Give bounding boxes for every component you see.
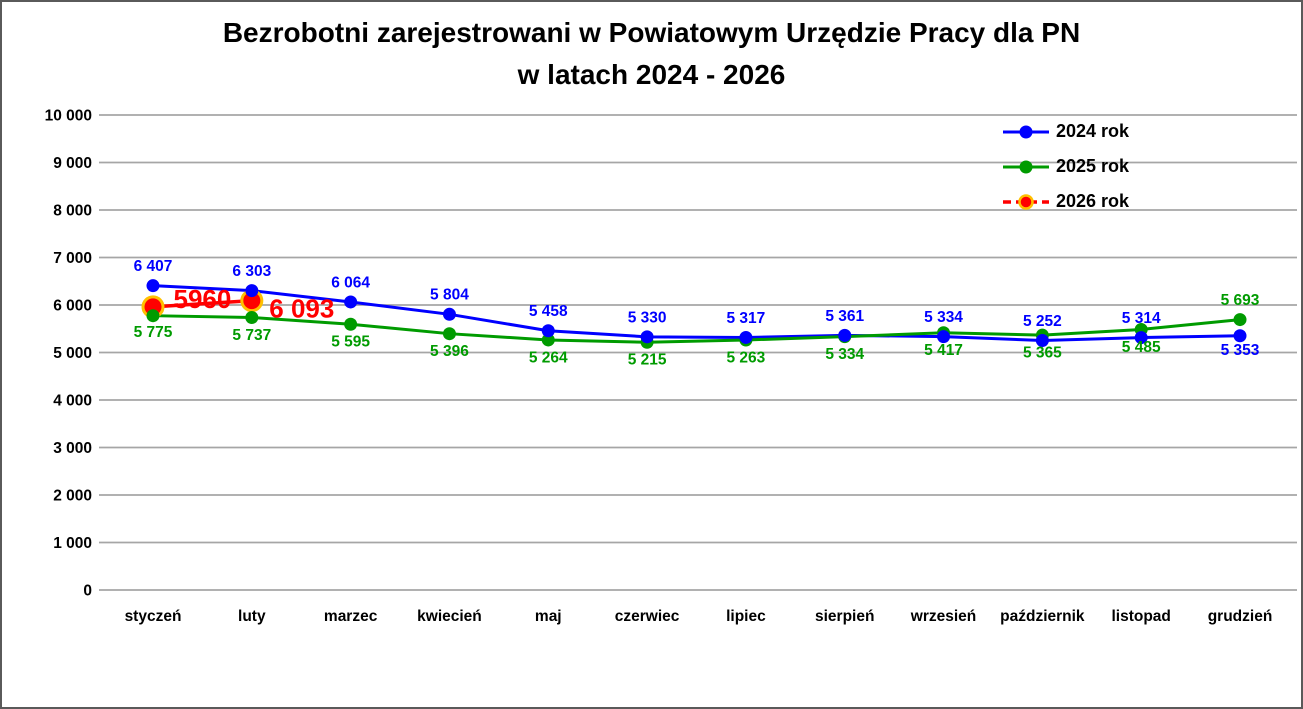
series-2024-marker	[640, 330, 654, 344]
series-2024-data-label: 5 353	[1221, 342, 1260, 359]
y-axis-tick-label: 0	[83, 583, 92, 600]
x-axis-tick-label: październik	[1000, 608, 1085, 625]
x-axis-tick-label: maj	[535, 608, 562, 625]
series-2024-data-label: 5 252	[1023, 313, 1062, 330]
series-2024-data-label: 5 330	[628, 309, 667, 326]
y-axis-tick-label: 8 000	[53, 203, 92, 220]
series-2026-line	[152, 298, 252, 309]
x-axis-tick-label: luty	[238, 608, 266, 625]
series-2025-marker	[344, 317, 358, 331]
x-axis-tick-label: lipiec	[726, 608, 766, 625]
y-axis-tick-label: 5 000	[53, 345, 92, 362]
series-2025-data-label: 5 264	[529, 349, 568, 366]
series-2025-line	[152, 314, 1241, 344]
series-2024-data-label: 5 334	[924, 309, 963, 326]
series-2024-data-label: 6 407	[134, 258, 173, 275]
series-2025-marker	[442, 327, 456, 341]
x-axis-tick-label: grudzień	[1208, 608, 1273, 625]
legend-item-2025: 2025 rok	[1003, 149, 1129, 184]
x-axis-tick-label: sierpień	[815, 608, 874, 625]
y-axis-tick-label: 3 000	[53, 440, 92, 457]
series-2024-data-label: 5 314	[1122, 310, 1161, 327]
chart-title-line2: w latach 2024 - 2026	[517, 59, 786, 90]
series-2025-data-label: 5 595	[331, 334, 370, 351]
series-2025-marker	[245, 310, 259, 324]
series-2024-data-label: 5 804	[430, 287, 469, 304]
series-2024-marker	[344, 295, 358, 309]
series-2026-data-label: 5960	[173, 284, 231, 314]
x-axis-tick-label: czerwiec	[615, 608, 680, 625]
x-axis-tick-label: marzec	[324, 608, 378, 625]
y-axis-tick-label: 10 000	[45, 108, 92, 125]
y-axis-tick-label: 9 000	[53, 155, 92, 172]
legend-label-2024: 2024 rok	[1056, 121, 1130, 141]
legend-marker-2026-icon	[1003, 193, 1049, 210]
series-2025-marker	[1233, 313, 1247, 327]
series-2024-marker	[146, 279, 160, 293]
y-axis-tick-label: 1 000	[53, 535, 92, 552]
series-2025-marker	[146, 309, 160, 323]
x-axis-tick-label: listopad	[1111, 608, 1170, 625]
legend-item-2026: 2026 rok	[1003, 184, 1129, 219]
series-2024-marker	[442, 307, 456, 321]
x-axis-tick-label: wrzesień	[910, 608, 976, 625]
series-2024-data-label: 6 303	[232, 263, 271, 280]
series-2025-data-label: 5 396	[430, 343, 469, 360]
series-2025-data-label: 5 775	[134, 324, 173, 341]
series-2025-marker	[541, 333, 555, 347]
legend-marker-2024-icon	[1003, 125, 1049, 138]
series-2024-marker	[937, 330, 951, 344]
y-axis-tick-label: 4 000	[53, 393, 92, 410]
y-axis-tick-label: 2 000	[53, 488, 92, 505]
y-axis-tick-label: 7 000	[53, 250, 92, 267]
series-2025-data-label: 5 693	[1221, 292, 1260, 309]
y-axis-tick-label: 6 000	[53, 298, 92, 315]
series-2024-marker	[541, 324, 555, 338]
series-2025-data-label: 5 417	[924, 342, 963, 359]
legend-marker-2025-icon	[1003, 160, 1049, 173]
chart-title: Bezrobotni zarejestrowani w Powiatowym U…	[2, 12, 1301, 96]
series-2024-marker	[1134, 331, 1148, 345]
legend-label-2026: 2026 rok	[1056, 191, 1130, 211]
series-2024-marker	[838, 328, 852, 342]
chart-title-line1: Bezrobotni zarejestrowani w Powiatowym U…	[222, 17, 1081, 48]
legend-label-2025: 2025 rok	[1056, 156, 1130, 176]
series-2024-marker	[1035, 334, 1049, 348]
series-2025-data-label: 5 215	[628, 352, 667, 369]
x-axis-tick-label: styczeń	[125, 608, 182, 625]
series-2024-marker	[1233, 329, 1247, 343]
series-2026-data-label: 6 093	[269, 294, 334, 324]
series-2024-data-label: 5 317	[727, 310, 766, 327]
series-2024-line	[152, 284, 1241, 343]
x-axis-tick-label: kwiecień	[417, 608, 482, 625]
series-2024-data-label: 5 458	[529, 303, 568, 320]
series-2025-data-label: 5 737	[232, 327, 271, 344]
series-2024-data-label: 6 064	[331, 274, 370, 291]
series-2025-data-label: 5 365	[1023, 345, 1062, 362]
series-2025-data-label: 5 263	[727, 349, 766, 366]
series-2024-marker	[245, 284, 259, 298]
legend-item-2024: 2024 rok	[1003, 114, 1129, 149]
chart-legend: 2024 rok 2025 rok 2026 rok	[1003, 114, 1129, 219]
series-2024-data-label: 5 361	[825, 308, 864, 325]
series-2025-data-label: 5 334	[825, 346, 864, 363]
series-2025-data-label: 5 485	[1122, 339, 1161, 356]
series-2024-marker	[739, 330, 753, 344]
